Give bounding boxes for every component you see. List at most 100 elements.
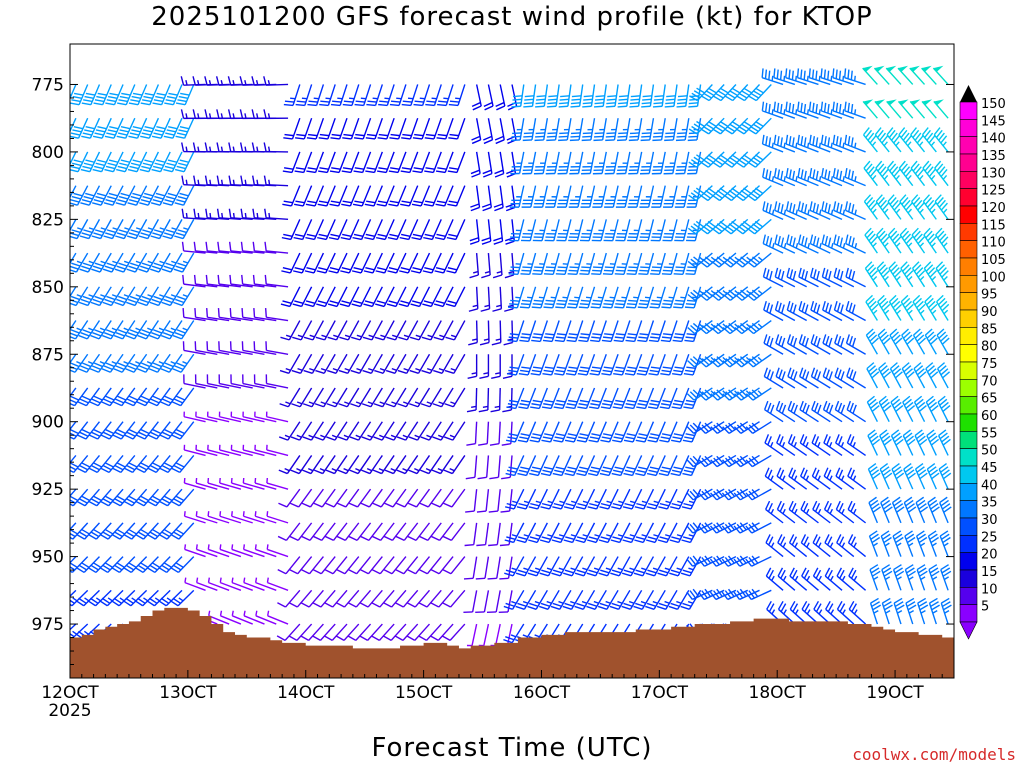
wind-barb [442, 589, 466, 608]
wind-barb [88, 488, 112, 507]
wind-barb [810, 300, 831, 322]
wind-barb [892, 564, 905, 591]
wind-barb [172, 320, 195, 340]
wind-barb [240, 208, 265, 221]
wind-barb [101, 353, 124, 373]
wind-barb [385, 387, 407, 408]
wind-barb [590, 286, 607, 309]
wind-barb [265, 374, 289, 389]
x-tick-sublabel: 2025 [48, 701, 91, 721]
wind-barb [289, 488, 313, 508]
wind-barb [361, 387, 383, 408]
wind-barb [598, 522, 619, 544]
wind-barb [92, 151, 112, 173]
wind-barb [746, 319, 772, 335]
wind-barb [231, 544, 253, 558]
wind-barb [399, 252, 419, 274]
wind-barb [385, 421, 407, 441]
wind-barb [662, 219, 678, 242]
wind-barb [292, 286, 313, 308]
wind-barb [292, 320, 313, 341]
wind-barb [194, 341, 218, 355]
wind-barb [146, 522, 171, 540]
wind-barb [160, 353, 183, 373]
wind-barb [846, 367, 866, 389]
wind-barb [785, 68, 807, 86]
wind-barb [283, 84, 301, 107]
wind-barb [365, 151, 384, 174]
wind-barb [909, 99, 926, 119]
y-tick-label: 925 [32, 480, 64, 500]
wind-barb [887, 160, 902, 187]
wind-barb [376, 219, 395, 241]
wind-barb [820, 68, 843, 86]
wind-barb [410, 286, 431, 308]
wind-barb [152, 84, 171, 106]
wind-barb [658, 455, 678, 477]
wind-barb [325, 488, 348, 508]
wind-barb [139, 151, 160, 173]
wind-barb [878, 395, 892, 423]
wind-barb [281, 219, 301, 241]
y-tick-label: 825 [32, 210, 64, 230]
wind-barb [394, 623, 419, 642]
wind-barb [629, 84, 643, 108]
wind-barb [170, 522, 195, 540]
wind-barb [411, 185, 431, 207]
wind-barb [303, 320, 325, 341]
wind-barb [229, 341, 253, 355]
wind-barb [638, 219, 655, 242]
wind-barb [353, 151, 372, 174]
wind-barb [312, 623, 336, 642]
wind-barb [149, 286, 171, 307]
wind-barb [81, 84, 101, 106]
wind-barb [70, 421, 77, 431]
wind-barb [612, 421, 631, 443]
wind-barb [338, 353, 360, 374]
wind-barb [490, 387, 501, 413]
wind-barb [359, 589, 383, 608]
wind-barb [317, 185, 336, 207]
wind-barb [530, 387, 549, 410]
wind-barb [127, 151, 148, 173]
wind-barb [91, 252, 112, 273]
wind-barb [433, 353, 454, 374]
wind-barb [77, 387, 101, 407]
wind-barb [927, 530, 940, 557]
wind-barb [613, 320, 631, 343]
wind-barb [868, 496, 881, 524]
wind-barb [432, 387, 454, 408]
wind-barb [398, 286, 419, 308]
wind-barb [396, 455, 419, 475]
wind-barb [576, 421, 596, 443]
wind-barb [709, 522, 737, 534]
wind-barb [313, 488, 336, 508]
wind-barb [378, 84, 395, 107]
wind-barb [70, 219, 89, 240]
wind-barb [443, 421, 466, 441]
wind-barb [183, 444, 206, 457]
wind-barb [565, 354, 584, 376]
wind-barb [710, 454, 737, 468]
wind-barb [670, 455, 690, 477]
wind-barb [315, 320, 336, 341]
wind-barb [928, 597, 940, 625]
wind-barb [891, 463, 905, 490]
wind-barb [555, 252, 572, 275]
wind-barb [138, 219, 160, 240]
wind-barb [489, 455, 501, 480]
wind-barb [433, 286, 454, 308]
wind-barb [425, 84, 442, 107]
wind-barb [832, 101, 855, 119]
wind-barb [664, 84, 678, 108]
wind-barb [834, 367, 855, 389]
wind-barb [546, 118, 560, 142]
wind-barb [434, 219, 454, 241]
wind-barb [910, 160, 926, 187]
wind-barb [734, 387, 760, 401]
wind-barb [477, 455, 490, 480]
wind-barb [846, 400, 866, 423]
wind-barb [102, 320, 124, 340]
wind-barb [645, 522, 666, 544]
wind-barb [865, 294, 879, 321]
